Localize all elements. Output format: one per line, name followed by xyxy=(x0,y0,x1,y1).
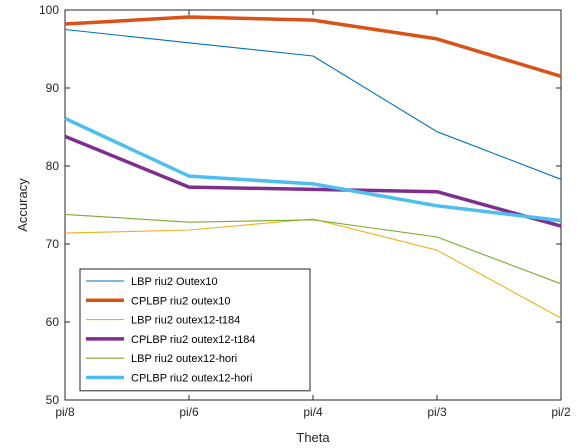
legend-label: CPLBP riu2 outex12-t184 xyxy=(131,334,256,346)
y-tick-label: 100 xyxy=(39,3,59,17)
legend-label: CPLBP riu2 outex12-hori xyxy=(131,373,252,385)
y-tick-label: 50 xyxy=(46,393,60,407)
y-axis-label: Accuracy xyxy=(15,178,30,232)
x-tick-label: pi/2 xyxy=(551,405,571,419)
legend-label: LBP riu2 outex12-hori xyxy=(131,353,237,365)
series-line-6 xyxy=(64,116,562,223)
series-line-1 xyxy=(64,28,562,180)
series-line-5 xyxy=(64,213,562,285)
x-tick-label: pi/3 xyxy=(427,405,447,419)
legend: LBP riu2 Outex10 CPLBP riu2 outex10 LBP ri… xyxy=(79,268,311,392)
x-tick-label: pi/4 xyxy=(303,405,323,419)
y-tick-label: 90 xyxy=(46,81,60,95)
series-lines xyxy=(64,15,562,319)
legend-box xyxy=(79,268,311,392)
series-line-2 xyxy=(64,15,562,78)
axis-ticks: 50 60 70 80 90 100 pi/8 pi/6 pi/4 pi/3 pi/2 xyxy=(39,3,571,419)
series-line-4 xyxy=(64,134,562,228)
y-tick-label: 80 xyxy=(46,159,60,173)
x-axis-label: Theta xyxy=(296,430,330,445)
x-tick-label: pi/8 xyxy=(55,405,75,419)
legend-label: LBP riu2 Outex10 xyxy=(131,276,218,288)
y-tick-label: 70 xyxy=(46,237,60,251)
y-tick-label: 60 xyxy=(46,315,60,329)
legend-label: CPLBP riu2 outex10 xyxy=(131,295,230,307)
series-line-3 xyxy=(64,218,562,319)
x-tick-label: pi/6 xyxy=(179,405,199,419)
legend-label: LBP riu2 outex12-t184 xyxy=(131,315,240,327)
